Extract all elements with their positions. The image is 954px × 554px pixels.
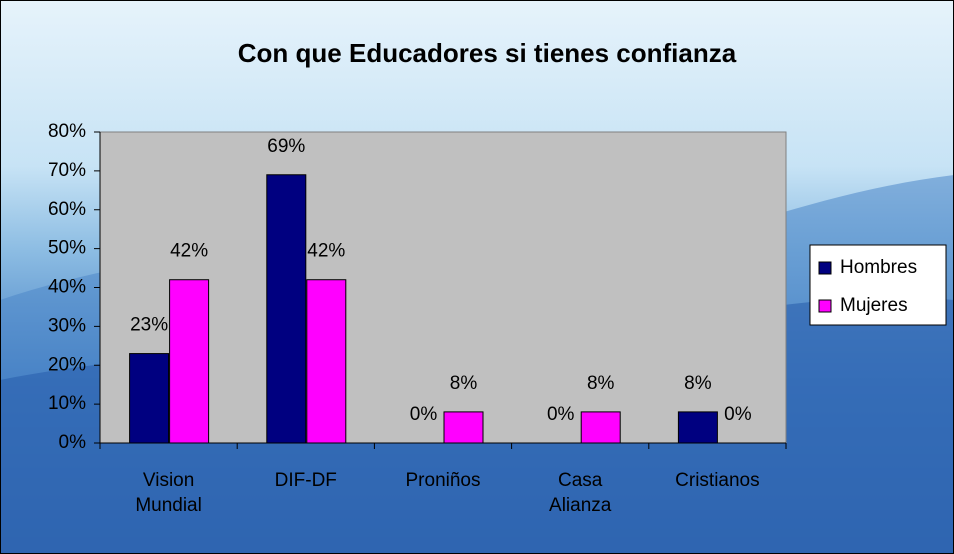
bar xyxy=(580,411,621,444)
bar xyxy=(129,353,170,444)
data-label: 42% xyxy=(307,241,345,262)
y-tick-label: 40% xyxy=(48,277,86,298)
data-label: 8% xyxy=(684,373,712,394)
x-tick-label: Proniños xyxy=(405,470,481,491)
bar xyxy=(306,279,347,444)
y-tick-label: 20% xyxy=(48,354,86,375)
data-label: 8% xyxy=(450,373,478,394)
data-label: 0% xyxy=(547,404,575,425)
y-tick-label: 80% xyxy=(48,121,86,142)
chart-title: Con que Educadores si tienes confianza xyxy=(238,38,737,68)
bar xyxy=(169,279,210,444)
legend-swatch xyxy=(818,299,832,313)
y-tick-label: 0% xyxy=(59,432,87,453)
y-tick-label: 50% xyxy=(48,238,86,259)
data-label: 42% xyxy=(170,241,208,262)
legend-label: Mujeres xyxy=(840,295,908,316)
plot-area xyxy=(99,131,787,444)
data-label: 23% xyxy=(130,315,168,336)
legend xyxy=(809,244,947,326)
x-tick-label: Vision Mundial xyxy=(135,470,202,516)
y-tick-label: 30% xyxy=(48,315,86,336)
x-tick-label: Cristianos xyxy=(675,470,760,491)
data-label: 0% xyxy=(410,404,438,425)
y-tick-label: 60% xyxy=(48,199,86,220)
y-tick-label: 70% xyxy=(48,160,86,181)
data-label: 69% xyxy=(267,136,305,157)
bar xyxy=(266,174,307,444)
y-tick-label: 10% xyxy=(48,393,86,414)
bar xyxy=(443,411,484,444)
data-label: 0% xyxy=(724,404,752,425)
bar xyxy=(677,411,718,444)
x-tick-label: DIF-DF xyxy=(274,470,337,491)
legend-swatch xyxy=(818,261,832,275)
legend-label: Hombres xyxy=(840,257,917,278)
data-label: 8% xyxy=(587,373,615,394)
x-tick-label: Casa Alianza xyxy=(549,470,612,516)
